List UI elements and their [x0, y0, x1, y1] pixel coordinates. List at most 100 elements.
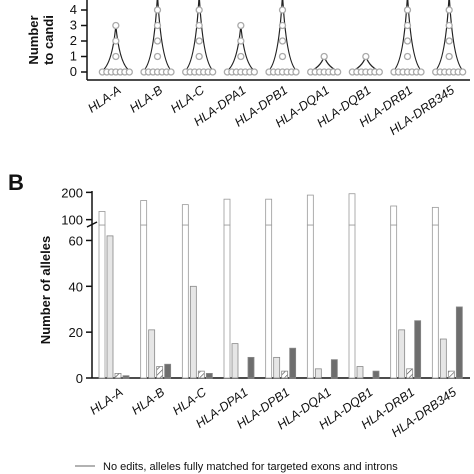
bar-lower [390, 224, 398, 379]
dot [278, 52, 287, 61]
dot [167, 68, 175, 76]
bar-upper [140, 200, 148, 226]
dot [403, 37, 412, 45]
dot [445, 21, 453, 30]
bar-upper [431, 206, 439, 226]
dot [125, 68, 133, 76]
violin [348, 52, 383, 76]
bar-lower [306, 224, 314, 379]
violin-body [182, 0, 216, 73]
bar [455, 306, 463, 379]
bar-upper [390, 205, 398, 226]
y-tick-label: 60 [69, 233, 83, 248]
dot [209, 68, 217, 76]
y-tick-label: 0 [76, 371, 83, 386]
bar-lower [431, 224, 439, 379]
bar [330, 359, 338, 379]
dot [237, 21, 245, 30]
bar [281, 370, 289, 379]
violin-body [432, 0, 466, 73]
dot [195, 21, 203, 30]
dot [320, 52, 328, 61]
y-tick-label: 100 [61, 213, 83, 228]
violin-body [141, 0, 174, 73]
dot [153, 6, 162, 14]
bar-lower [223, 224, 231, 379]
violin-body [391, 0, 424, 73]
dot [195, 37, 203, 45]
bar [122, 375, 130, 379]
violin [98, 21, 133, 76]
bar [390, 205, 398, 379]
y-tick-label: 0 [70, 64, 77, 79]
x-tick-label: HLA-A [87, 385, 125, 418]
dot [237, 52, 245, 61]
bar [314, 368, 322, 379]
bar [447, 370, 455, 379]
dot [195, 6, 203, 14]
violin [432, 0, 467, 76]
violin [265, 0, 300, 76]
bar [205, 373, 213, 379]
dot [292, 68, 300, 76]
bar-lower [348, 224, 356, 379]
dot [445, 6, 453, 14]
dot [403, 52, 412, 61]
violin [182, 0, 217, 76]
violin [223, 21, 258, 76]
dot [153, 52, 162, 61]
dot [153, 37, 162, 45]
dot [417, 68, 425, 76]
bar [181, 204, 189, 379]
violin [307, 52, 342, 76]
bar-upper [223, 198, 231, 226]
violin-body [99, 25, 133, 73]
dot [237, 37, 245, 45]
bar-upper [98, 211, 106, 226]
bar [140, 200, 148, 379]
bar [439, 338, 447, 379]
dot [112, 37, 120, 45]
dot [334, 68, 342, 76]
dot [153, 21, 162, 30]
bar-upper [306, 194, 314, 226]
bar-lower [140, 224, 148, 379]
y-tick-label: 20 [69, 325, 83, 340]
dot [278, 6, 287, 14]
bar [356, 366, 364, 379]
bar [431, 206, 439, 379]
bar [414, 320, 422, 379]
axis-break [86, 221, 98, 228]
violin [390, 0, 425, 76]
bar [231, 343, 239, 379]
bar-lower [98, 224, 106, 379]
bar-upper [348, 193, 356, 226]
violin-body [224, 25, 258, 73]
bar-upper [181, 204, 189, 226]
y-tick-label: 1 [70, 49, 77, 64]
dot [112, 21, 120, 30]
bar [247, 356, 255, 379]
legend-label: No edits, alleles fully matched for targ… [103, 461, 398, 473]
bar [98, 211, 106, 379]
bar [164, 363, 172, 379]
y-axis-label: Number [26, 15, 41, 64]
y-axis-label: Number of alleles [38, 236, 53, 344]
bar-upper [265, 198, 273, 226]
y-tick-label: 2 [70, 33, 77, 48]
violin [140, 0, 175, 76]
bar [406, 368, 414, 379]
y-axis-label: to candi [41, 15, 56, 65]
dot [278, 21, 287, 30]
bar-lower [181, 224, 189, 379]
bar [372, 370, 380, 379]
bar [189, 285, 197, 379]
dot [375, 68, 383, 76]
y-tick-label: 200 [61, 185, 83, 200]
x-tick-label: HLA-B [127, 83, 165, 116]
dot [403, 21, 412, 30]
panel-label: B [8, 170, 24, 195]
dot [445, 37, 453, 45]
dot [445, 52, 453, 61]
dot [278, 37, 287, 45]
